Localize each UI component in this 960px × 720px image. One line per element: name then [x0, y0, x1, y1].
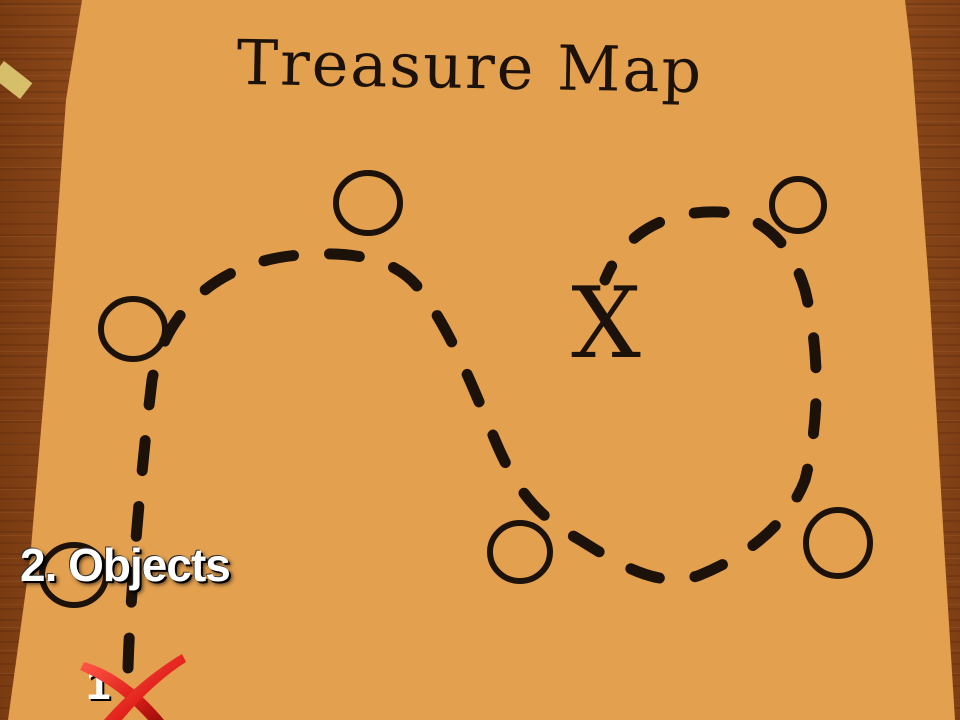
treasure-x-mark: X [571, 267, 641, 381]
map-title: Treasure Map [236, 25, 704, 108]
trail-segment-left [122, 206, 822, 674]
start-circle-icon [39, 542, 109, 608]
circle-bottom-right-icon [803, 507, 873, 579]
dashed-trail [122, 206, 822, 674]
circle-bottom-middle-icon [487, 520, 553, 584]
circle-left-icon [98, 296, 168, 362]
circle-top-icon [333, 170, 403, 236]
paper-sheet [8, 0, 955, 720]
circle-top-right-icon [769, 176, 827, 234]
